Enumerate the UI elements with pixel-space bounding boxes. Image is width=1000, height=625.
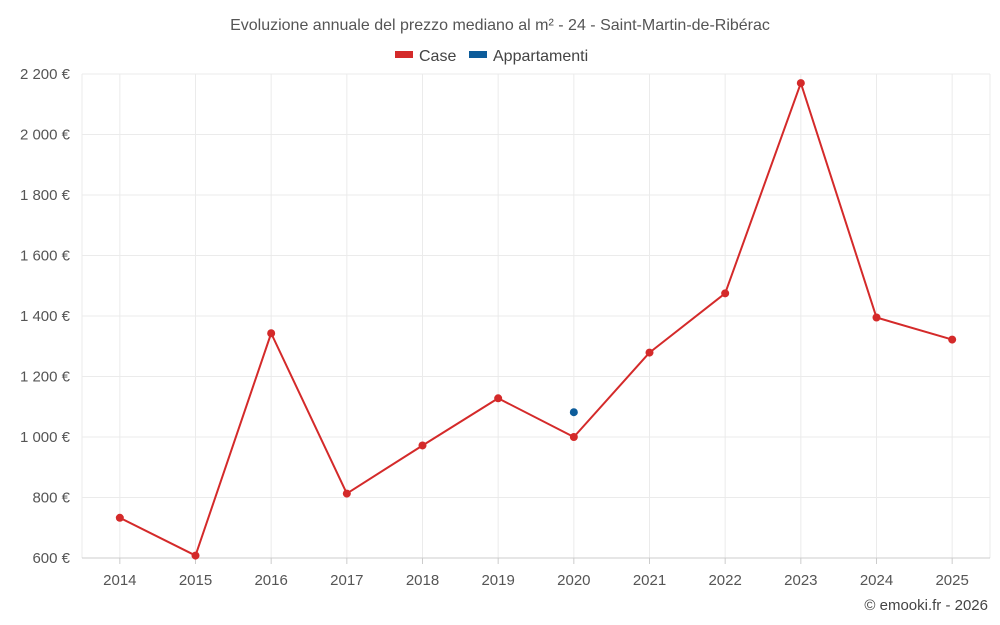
x-axis-ticks: 2014 2015 2016 2017 2018 2019 2020 2021 2022 2023…	[103, 572, 969, 589]
data-point-case-2019[interactable]	[494, 394, 503, 403]
y-tick-label: 1 400 €	[20, 308, 71, 325]
series	[115, 79, 957, 560]
data-point-appartamenti-2020[interactable]	[569, 408, 578, 417]
x-tick-label: 2025	[935, 572, 968, 589]
y-tick-label: 1 200 €	[20, 369, 71, 386]
x-tick-label: 2021	[633, 572, 666, 589]
y-tick-label: 1 800 €	[20, 187, 71, 204]
y-tick-label: 1 600 €	[20, 248, 71, 265]
data-point-case-2014[interactable]	[115, 513, 124, 522]
data-point-case-2022[interactable]	[721, 289, 730, 298]
data-point-case-2018[interactable]	[418, 441, 427, 450]
legend-label-appartamenti: Appartamenti	[493, 48, 588, 65]
x-tick-label: 2020	[557, 572, 590, 589]
data-point-case-2021[interactable]	[645, 348, 654, 357]
legend-label-case: Case	[419, 48, 456, 65]
y-tick-label: 600 €	[32, 550, 70, 567]
series-line-case	[119, 82, 953, 557]
axes	[82, 557, 990, 564]
y-tick-label: 800 €	[32, 490, 70, 507]
data-point-case-2015[interactable]	[191, 551, 200, 560]
y-tick-label: 2 000 €	[20, 127, 71, 144]
grid	[81, 73, 991, 558]
x-tick-label: 2017	[330, 572, 363, 589]
data-point-case-2024[interactable]	[872, 313, 881, 322]
data-point-case-2023[interactable]	[796, 79, 805, 88]
x-tick-label: 2015	[179, 572, 212, 589]
data-point-case-2016[interactable]	[267, 329, 276, 338]
x-tick-label: 2019	[481, 572, 514, 589]
y-axis-ticks: 600 € 800 € 1 000 € 1 200 € 1 400 € 1 600 € 1 …	[20, 66, 71, 567]
data-point-case-2025[interactable]	[948, 335, 957, 344]
legend-item-case[interactable]: Case	[395, 48, 456, 65]
chart-title: Evoluzione annuale del prezzo mediano al…	[230, 17, 770, 34]
data-point-case-2020[interactable]	[569, 433, 578, 441]
x-tick-label: 2014	[103, 572, 136, 589]
x-tick-label: 2022	[708, 572, 741, 589]
x-tick-label: 2016	[254, 572, 287, 589]
data-point-case-2017[interactable]	[342, 489, 351, 498]
x-tick-label: 2023	[784, 572, 817, 589]
legend: Case Appartamenti	[395, 48, 588, 65]
x-tick-label: 2018	[406, 572, 439, 589]
x-tick-label: 2024	[860, 572, 893, 589]
credit-text: © emooki.fr - 2026	[864, 597, 988, 614]
legend-swatch-case	[395, 51, 413, 58]
legend-swatch-appartamenti	[469, 51, 487, 58]
legend-item-appartamenti[interactable]: Appartamenti	[469, 48, 588, 65]
y-tick-label: 2 200 €	[20, 66, 71, 83]
y-tick-label: 1 000 €	[20, 429, 71, 446]
